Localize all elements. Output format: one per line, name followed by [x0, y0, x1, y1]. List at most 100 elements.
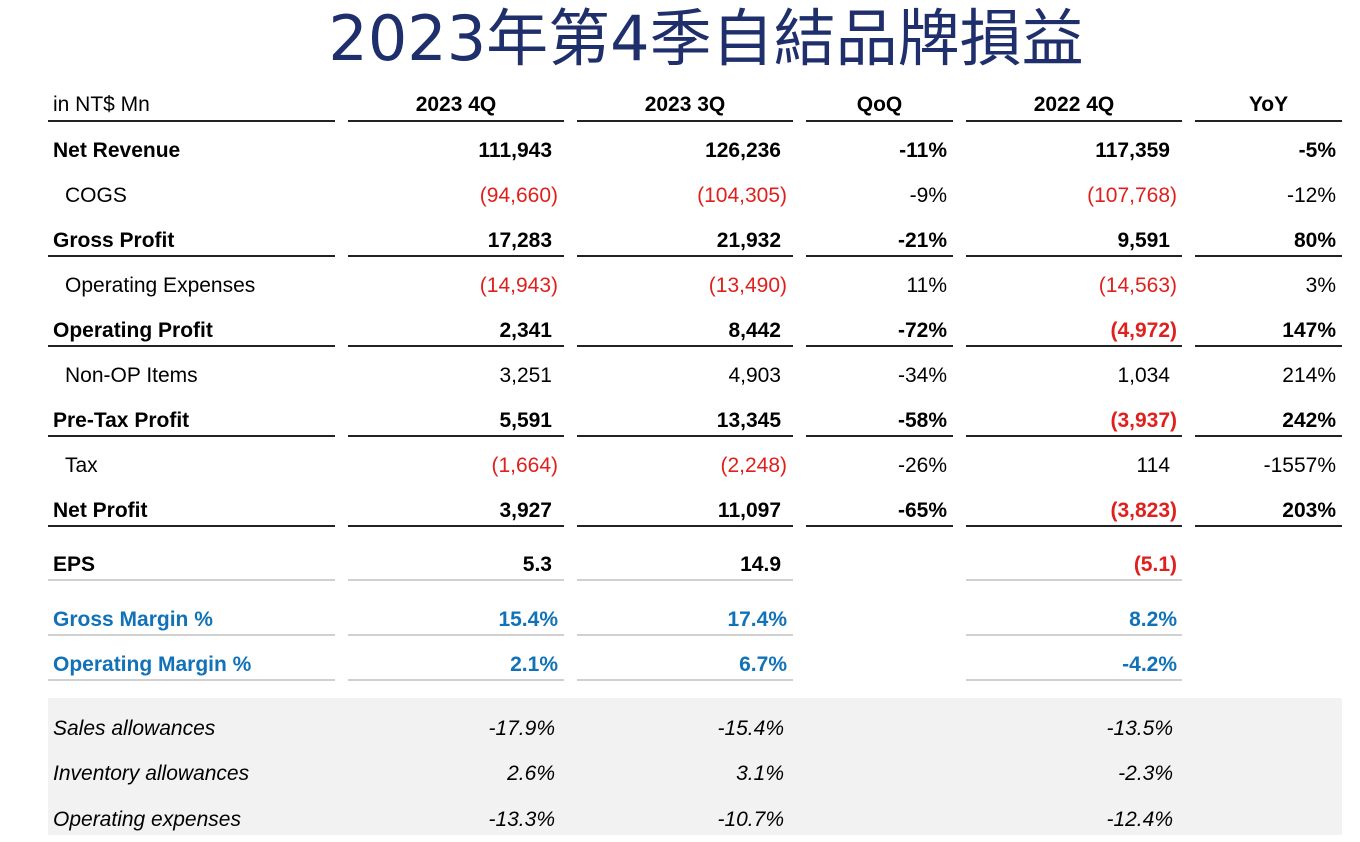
header-qoq: QoQ [856, 93, 903, 116]
row-rule [966, 345, 1182, 347]
row-rule [48, 435, 335, 437]
cell-pretax-2023-3q: 13,345 [716, 409, 781, 432]
row-rule [348, 435, 564, 437]
header-rule [806, 120, 953, 122]
header-yoy: YoY [1248, 93, 1289, 116]
row-rule [48, 579, 335, 581]
header-rule [348, 120, 564, 122]
row-rule [966, 525, 1182, 527]
row-label-inventory-allowances: Inventory allowances [53, 762, 250, 785]
cell-op-margin-2023-3q: 6.7% [739, 653, 787, 676]
header-2023-3q: 2023 3Q [644, 93, 726, 116]
row-rule [966, 255, 1182, 257]
cell-cogs-2023-4q: (94,660) [479, 184, 558, 207]
row-rule [577, 435, 793, 437]
cell-gross-profit-2023-3q: 21,932 [716, 229, 781, 252]
cell-eps-2023-3q: 14.9 [740, 553, 781, 576]
row-rule [966, 579, 1182, 581]
row-label-operating-profit: Operating Profit [53, 319, 213, 342]
cell-pretax-2023-4q: 5,591 [499, 409, 552, 432]
row-rule [577, 634, 793, 636]
cell-net-profit-2022-4q: (3,823) [1110, 499, 1177, 522]
header-2022-4q: 2022 4Q [1033, 93, 1115, 116]
unit-label: in NT$ Mn [53, 93, 150, 116]
row-label-operating-margin: Operating Margin % [53, 653, 252, 676]
row-rule [1195, 435, 1342, 437]
row-rule [966, 435, 1182, 437]
row-rule [48, 345, 335, 347]
header-2023-4q: 2023 4Q [415, 93, 497, 116]
row-label-net-revenue: Net Revenue [53, 139, 181, 162]
cell-non-op-yoy: 214% [1282, 364, 1336, 387]
cell-non-op-2023-3q: 4,903 [728, 364, 781, 387]
cell-opex-2023-4q: (14,943) [479, 274, 558, 297]
row-label-operating-expenses: Operating Expenses [65, 274, 256, 297]
cell-op-profit-2023-3q: 8,442 [728, 319, 781, 342]
page-title: 2023年第4季自結品牌損益 [328, 2, 1084, 75]
row-rule [348, 525, 564, 527]
row-label-cogs: COGS [65, 184, 127, 207]
row-rule [48, 525, 335, 527]
cell-opex-2022-4q: (14,563) [1098, 274, 1177, 297]
row-rule [577, 679, 793, 681]
cell-net-profit-2023-4q: 3,927 [499, 499, 552, 522]
row-rule [48, 634, 335, 636]
cell-gross-margin-2023-4q: 15.4% [498, 608, 558, 631]
cell-gross-margin-2022-4q: 8.2% [1129, 608, 1177, 631]
cell-tax-qoq: -26% [897, 454, 947, 477]
row-rule [348, 679, 564, 681]
cell-cogs-2023-3q: (104,305) [697, 184, 787, 207]
row-label-non-op-items: Non-OP Items [65, 364, 198, 387]
cell-op-profit-2022-4q: (4,972) [1110, 319, 1177, 342]
cell-pretax-yoy: 242% [1282, 409, 1336, 432]
cell-sales-allowances-2023-3q: -15.4% [717, 717, 784, 740]
row-rule [577, 525, 793, 527]
cell-gross-profit-2023-4q: 17,283 [487, 229, 552, 252]
row-rule [348, 579, 564, 581]
cell-cogs-yoy: -12% [1286, 184, 1336, 207]
header-rule [1195, 120, 1342, 122]
cell-net-revenue-2023-3q: 126,236 [705, 139, 781, 162]
cell-pretax-qoq: -58% [897, 409, 947, 432]
row-label-gross-margin: Gross Margin % [53, 608, 213, 631]
cell-opex-qoq: 11% [906, 274, 947, 297]
cell-opex-ratio-2022-4q: -12.4% [1106, 808, 1173, 831]
cell-net-revenue-qoq: -11% [899, 139, 947, 162]
cell-inventory-allowances-2022-4q: -2.3% [1118, 762, 1173, 785]
cell-inventory-allowances-2023-4q: 2.6% [507, 762, 555, 785]
cell-eps-2022-4q: (5.1) [1133, 553, 1177, 576]
cell-op-margin-2022-4q: -4.2% [1122, 653, 1177, 676]
cell-net-profit-2023-3q: 11,097 [717, 499, 781, 522]
row-label-sales-allowances: Sales allowances [53, 717, 216, 740]
row-rule [348, 255, 564, 257]
cell-pretax-2022-4q: (3,937) [1110, 409, 1177, 432]
cell-sales-allowances-2023-4q: -17.9% [488, 717, 555, 740]
cell-non-op-2022-4q: 1,034 [1117, 364, 1170, 387]
cell-non-op-qoq: -34% [897, 364, 947, 387]
row-label-tax: Tax [65, 454, 98, 477]
cell-gross-profit-2022-4q: 9,591 [1117, 229, 1170, 252]
row-rule [806, 435, 953, 437]
row-label-gross-profit: Gross Profit [53, 229, 175, 252]
row-rule [577, 345, 793, 347]
cell-op-profit-yoy: 147% [1282, 319, 1336, 342]
cell-net-revenue-2023-4q: 111,943 [478, 139, 552, 162]
cell-opex-2023-3q: (13,490) [708, 274, 787, 297]
cell-gross-margin-2023-3q: 17.4% [727, 608, 787, 631]
cell-inventory-allowances-2023-3q: 3.1% [736, 762, 784, 785]
row-rule [966, 679, 1182, 681]
cell-net-revenue-yoy: -5% [1298, 139, 1336, 162]
row-label-pre-tax-profit: Pre-Tax Profit [53, 409, 190, 432]
header-rule [577, 120, 793, 122]
allowances-section [48, 698, 1342, 835]
cell-gross-profit-yoy: 80% [1293, 229, 1336, 252]
cell-op-profit-2023-4q: 2,341 [499, 319, 552, 342]
cell-tax-2023-4q: (1,664) [491, 454, 558, 477]
cell-opex-yoy: 3% [1305, 274, 1336, 297]
cell-net-revenue-2022-4q: 117,359 [1095, 139, 1170, 162]
row-rule [806, 345, 953, 347]
row-rule [966, 634, 1182, 636]
cell-op-margin-2023-4q: 2.1% [510, 653, 558, 676]
cell-non-op-2023-4q: 3,251 [499, 364, 552, 387]
cell-tax-2023-3q: (2,248) [720, 454, 787, 477]
